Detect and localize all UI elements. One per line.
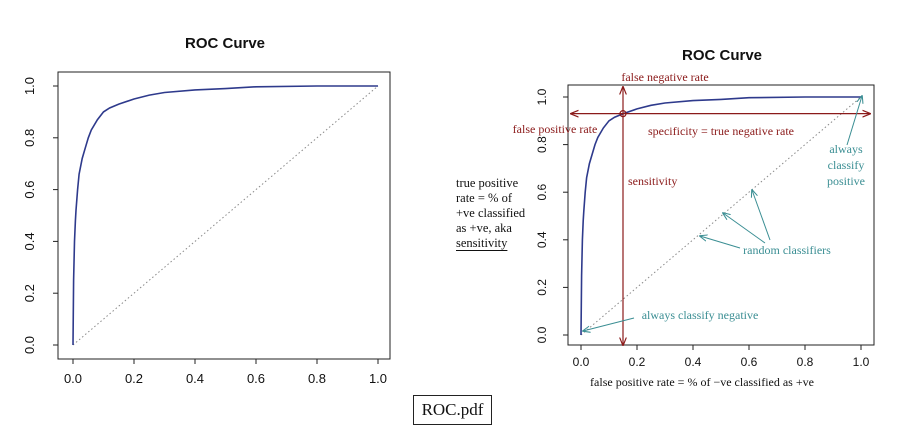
- left-x-tick-label: 0.6: [247, 371, 265, 386]
- side-caption-line: rate = % of: [456, 191, 512, 205]
- false-negative-rate-label: false negative rate: [621, 70, 708, 84]
- side-caption-line: as +ve, aka: [456, 221, 512, 235]
- always-classify-negative-arrow: [583, 317, 635, 331]
- right-y-axis: 0.0 0.2 0.4 0.6 0.8 1.0: [535, 88, 569, 343]
- right-x-tick-label: 0.4: [685, 355, 702, 369]
- sensitivity-label: sensitivity: [628, 174, 677, 188]
- left-x-tick-label: 0.2: [125, 371, 143, 386]
- left-x-tick-label: 0.4: [186, 371, 204, 386]
- right-roc-curve-line: [580, 96, 861, 336]
- right-y-tick-label: 1.0: [535, 88, 549, 105]
- left-x-tick-label: 0.0: [64, 371, 82, 386]
- right-y-tick-label: 0.2: [535, 279, 549, 296]
- side-caption: true positive rate = % of +ve classified…: [456, 176, 548, 251]
- right-x-tick-label: 0.8: [797, 355, 814, 369]
- always-classify-positive-line-3: positive: [827, 174, 865, 188]
- right-x-tick-label: 0.6: [741, 355, 758, 369]
- right-x-tick-label: 0.2: [629, 355, 646, 369]
- random-classifiers-label: random classifiers: [743, 243, 831, 257]
- operating-point-marker: [619, 110, 627, 118]
- right-y-tick-label: 0.4: [535, 231, 549, 248]
- right-x-tick-label: 1.0: [853, 355, 870, 369]
- left-y-tick-label: 0.6: [22, 181, 37, 199]
- left-roc-curve-line: [72, 85, 378, 346]
- random-classifier-arrow-1: [752, 190, 771, 241]
- specificity-label: specificity = true negative rate: [648, 124, 794, 138]
- right-x-tick-label: 0.0: [573, 355, 590, 369]
- left-y-tick-label: 0.4: [22, 232, 37, 250]
- always-classify-positive-arrow: [846, 96, 862, 146]
- left-x-axis: 0.0 0.2 0.4 0.6 0.8 1.0: [64, 358, 387, 386]
- right-y-tick-label: 0.6: [535, 184, 549, 201]
- false-positive-rate-label: false positive rate: [513, 122, 598, 136]
- right-y-tick-label: 0.0: [535, 326, 549, 343]
- left-roc-panel: ROC Curve 0.0 0.2 0.4 0.6 0.8 1.0 0.00.20.40.…: [22, 35, 391, 386]
- always-classify-negative-label: always classify negative: [642, 308, 759, 322]
- side-caption-line: +ve classified: [456, 206, 526, 220]
- always-classify-positive-line-2: classify: [828, 158, 865, 172]
- left-y-tick-label: 0.8: [22, 129, 37, 147]
- side-caption-sensitivity: sensitivity: [456, 236, 508, 250]
- left-x-tick-label: 0.8: [308, 371, 326, 386]
- file-name-label: ROC.pdf: [413, 395, 492, 425]
- left-y-axis: 0.0 0.2 0.4 0.6 0.8 1.0: [22, 77, 59, 354]
- right-x-axis: 0.0 0.2 0.4 0.6 0.8 1.0: [573, 344, 870, 369]
- left-y-tick-label: 0.2: [22, 284, 37, 302]
- always-classify-positive-line-1: always: [829, 142, 863, 156]
- random-classifier-arrow-3: [700, 236, 741, 249]
- side-caption-line: true positive: [456, 176, 519, 190]
- right-x-axis-label: false positive rate = % of −ve classifie…: [590, 375, 814, 389]
- left-random-diagonal-line: [72, 85, 379, 346]
- right-roc-panel: ROC Curve 0.0 0.2 0.4 0.6 0.8 1.0 0.00.20.40.…: [513, 47, 875, 389]
- left-x-tick-label: 1.0: [369, 371, 387, 386]
- left-y-tick-label: 1.0: [22, 77, 37, 95]
- left-chart-title: ROC Curve: [185, 35, 265, 52]
- right-chart-title: ROC Curve: [682, 47, 762, 64]
- random-classifier-arrow-2: [723, 213, 766, 244]
- left-y-tick-label: 0.0: [22, 336, 37, 354]
- right-random-diagonal-line: [580, 96, 862, 336]
- right-y-tick-label: 0.8: [535, 136, 549, 153]
